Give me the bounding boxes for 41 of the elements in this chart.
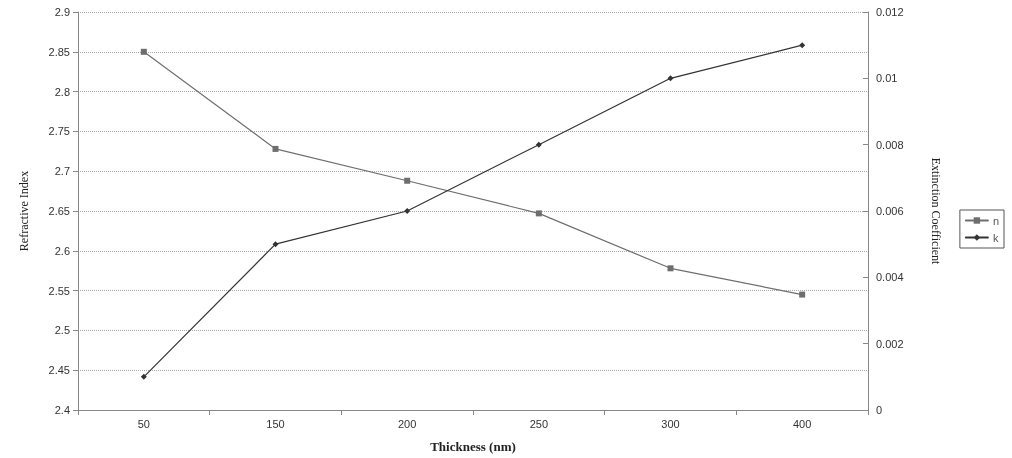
x-tick-label: 400 (792, 417, 812, 430)
y-tick-label: 2.85 (48, 45, 70, 58)
y2-tick-label: 0.008 (876, 138, 904, 151)
y-tick-label: 2.5 (54, 324, 70, 337)
x-axis-title: Thickness (nm) (430, 439, 516, 454)
point (404, 208, 411, 214)
y2-tick-label: 0.006 (876, 205, 904, 217)
legend-label: n (992, 214, 1000, 227)
y-tick-label: 2.9 (54, 6, 70, 18)
x-tick-label: 300 (661, 417, 680, 430)
y2-axis-title: Extinction Coefficient (929, 157, 943, 266)
y-tick-label: 2.75 (48, 125, 70, 138)
legend-label: k (992, 231, 999, 244)
y2-tick-label: 0.01 (876, 72, 898, 85)
x-tick-label: 50 (137, 417, 150, 430)
point (667, 75, 674, 82)
x-tick-label: 250 (529, 417, 549, 430)
x-tick-label: 200 (397, 417, 417, 430)
y-tick-label: 2.6 (54, 244, 70, 257)
y-tick-label: 2.45 (48, 364, 70, 377)
point (535, 210, 542, 217)
y-tick-label: 2.7 (54, 165, 70, 178)
y-tick-label: 2.4 (54, 404, 70, 416)
point (140, 48, 147, 55)
y-axis-title: Refractive Index (17, 170, 31, 252)
y2-tick-label: 0.004 (876, 271, 904, 284)
point (404, 177, 411, 184)
y-tick-label: 2.55 (48, 284, 70, 297)
y-tick-label: 2.8 (54, 85, 70, 98)
point (140, 373, 147, 380)
y2-tick-label: 0.002 (876, 337, 904, 350)
point (272, 241, 279, 248)
x-tick-label: 150 (266, 417, 285, 430)
point (799, 291, 806, 298)
point (535, 141, 542, 148)
point (272, 145, 279, 152)
point (667, 265, 674, 272)
point (799, 42, 806, 49)
y-tick-label: 2.65 (48, 205, 70, 217)
y2-tick-label: 0 (876, 404, 883, 416)
y2-tick-label: 0.012 (876, 6, 904, 18)
